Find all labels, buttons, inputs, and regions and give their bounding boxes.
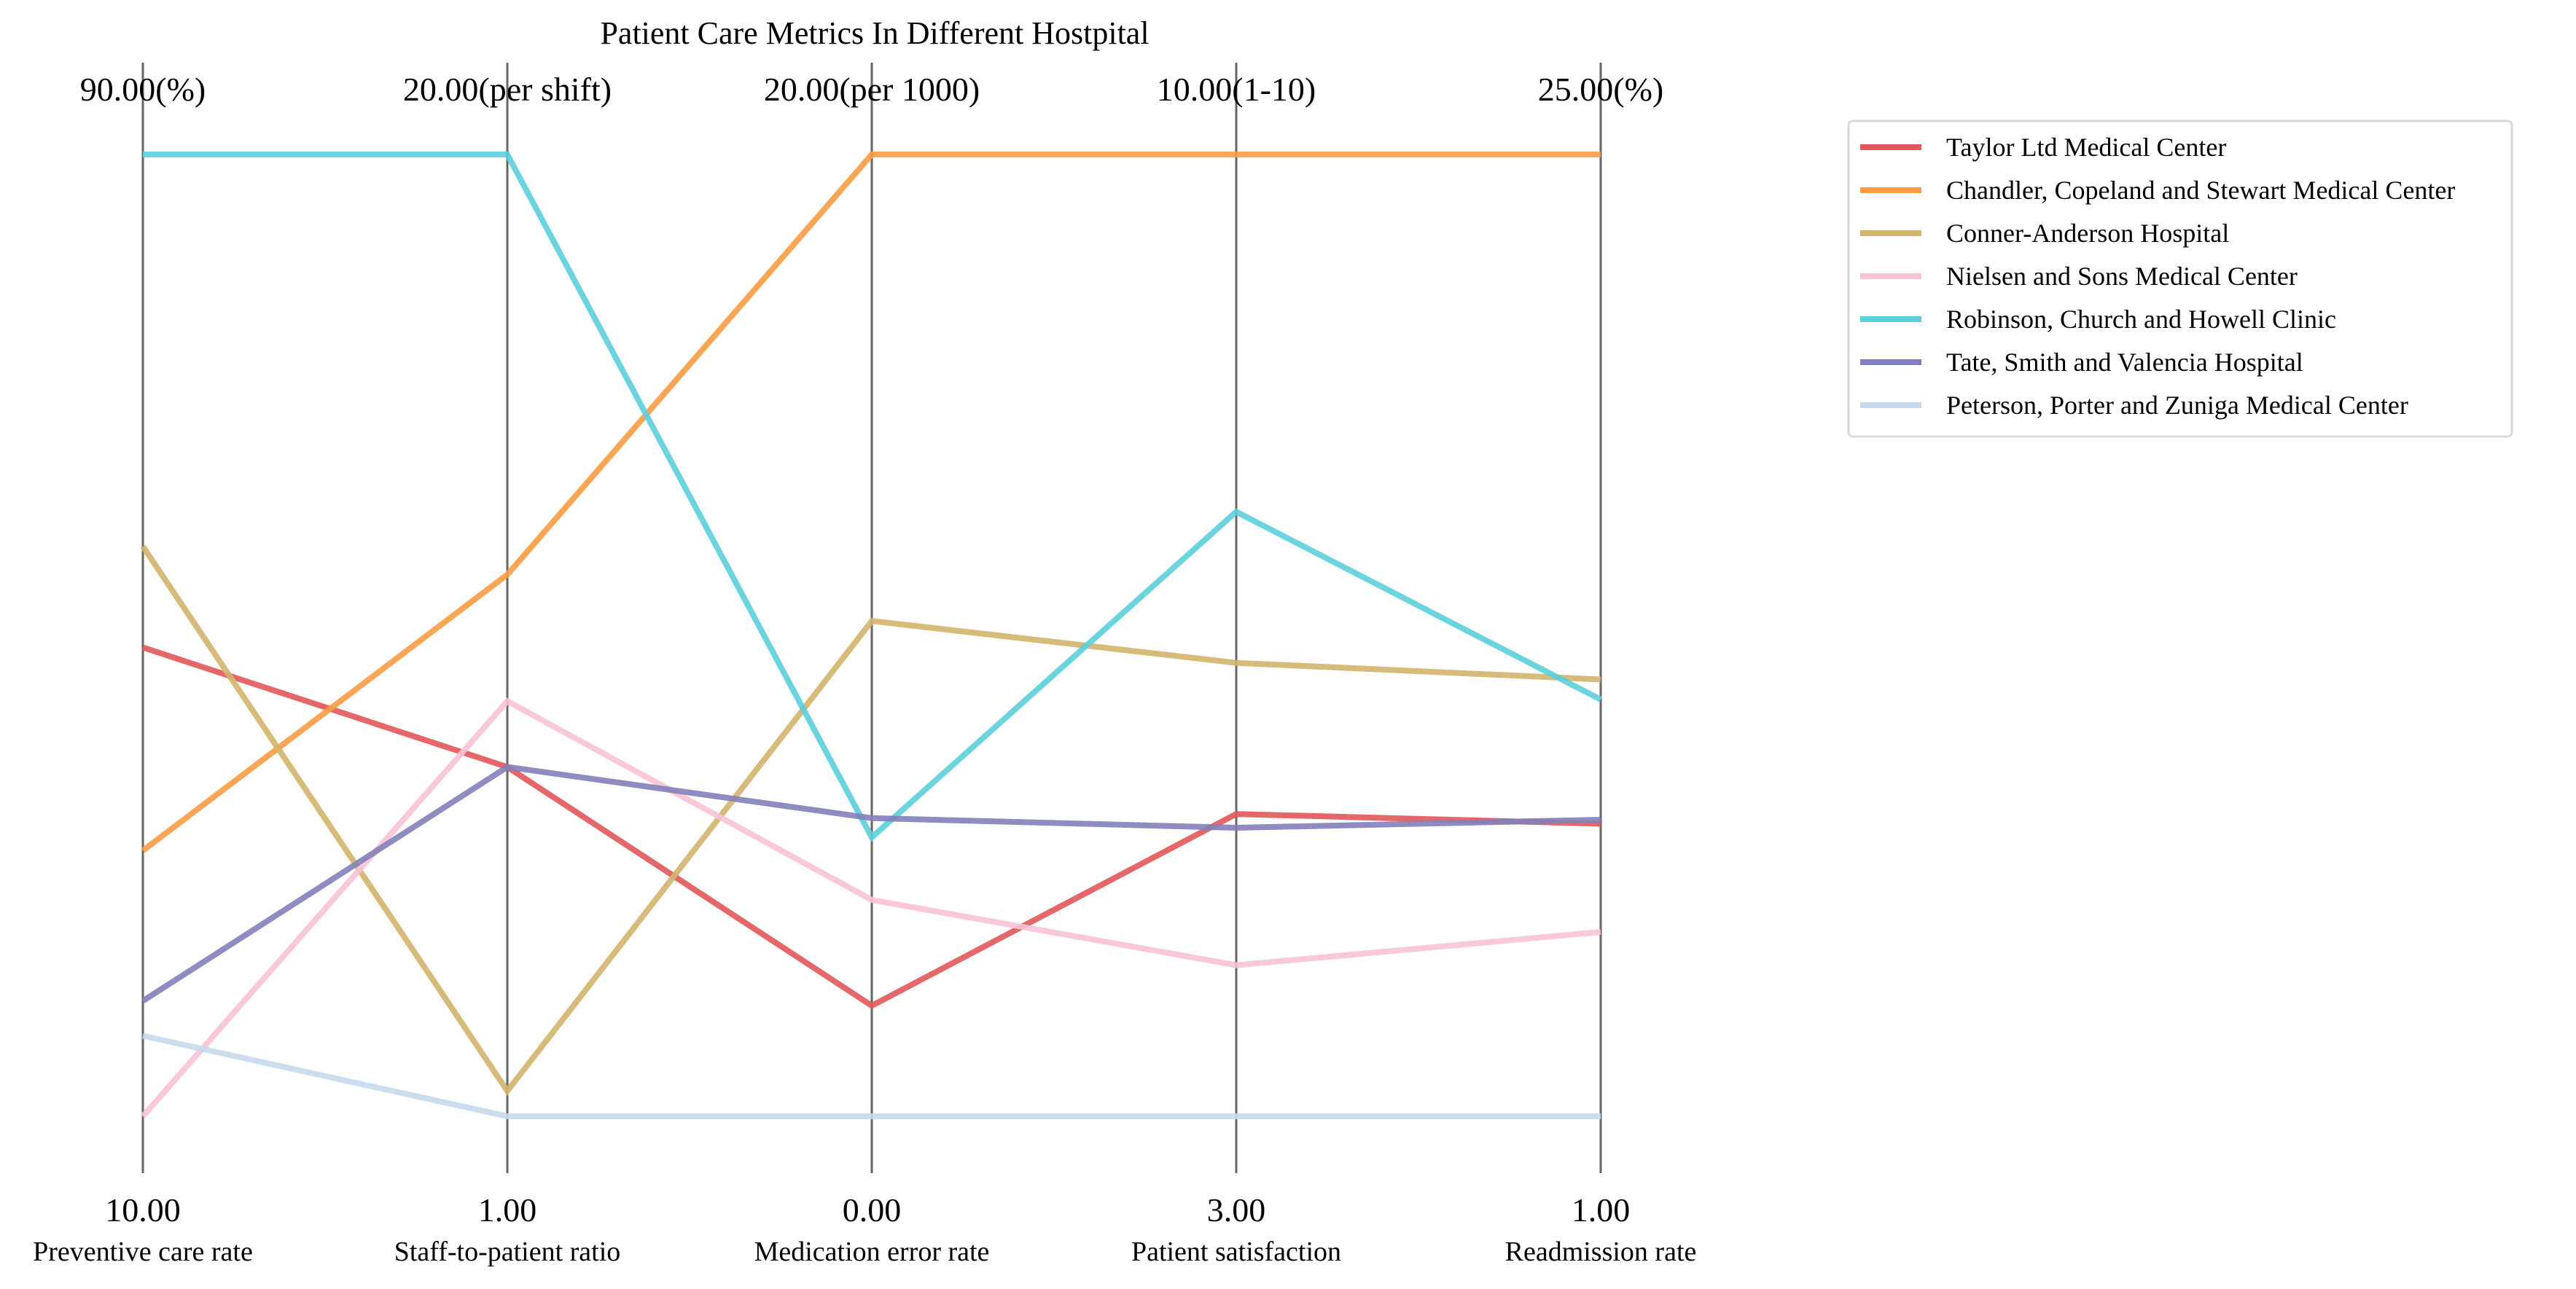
legend-label: Robinson, Church and Howell Clinic: [1946, 305, 2336, 334]
series-line: [140, 544, 1601, 1097]
series-line: [141, 644, 1601, 1009]
axis-title: Medication error rate: [754, 1237, 990, 1267]
series-line: [141, 152, 1601, 853]
axis-min-label: 0.00: [843, 1191, 902, 1229]
series-line: [141, 764, 1601, 1003]
axis-min-label: 1.00: [478, 1191, 537, 1229]
series-line: [142, 1033, 1601, 1119]
axis-title: Readmission rate: [1505, 1237, 1697, 1267]
axis-max-label: 25.00(%): [1538, 71, 1663, 108]
axis-min-label: 3.00: [1207, 1191, 1266, 1229]
axes: 90.00(%) 10.00 Preventive care rate 20.00(p…: [33, 63, 1696, 1267]
chart-title: Patient Care Metrics In Different Hostpi…: [600, 15, 1149, 51]
legend-label: Chandler, Copeland and Stewart Medical C…: [1946, 176, 2455, 205]
axis-title: Preventive care rate: [33, 1237, 253, 1267]
legend-label: Peterson, Porter and Zuniga Medical Cent…: [1946, 391, 2408, 420]
series-lines: [140, 152, 1602, 1119]
series-line: [140, 697, 1601, 1118]
series-line: [143, 152, 1602, 842]
axis-title: Patient satisfaction: [1131, 1237, 1341, 1267]
legend: Taylor Ltd Medical Center Chandler, Copel…: [1847, 120, 2513, 438]
legend-label: Conner-Anderson Hospital: [1946, 219, 2229, 248]
legend-frame: [1847, 120, 2513, 438]
axis-max-label: 20.00(per 1000): [764, 71, 980, 108]
axis-max-label: 10.00(1-10): [1157, 71, 1316, 108]
legend-label: Taylor Ltd Medical Center: [1946, 133, 2226, 162]
axis-title: Staff-to-patient ratio: [394, 1237, 621, 1267]
axis-max-label: 20.00(per shift): [403, 71, 612, 108]
axis-max-label: 90.00(%): [80, 71, 206, 108]
axis-min-label: 10.00: [105, 1191, 181, 1229]
legend-label: Tate, Smith and Valencia Hospital: [1946, 348, 2303, 377]
axis-min-label: 1.00: [1572, 1191, 1631, 1229]
legend-label: Nielsen and Sons Medical Center: [1946, 262, 2298, 291]
